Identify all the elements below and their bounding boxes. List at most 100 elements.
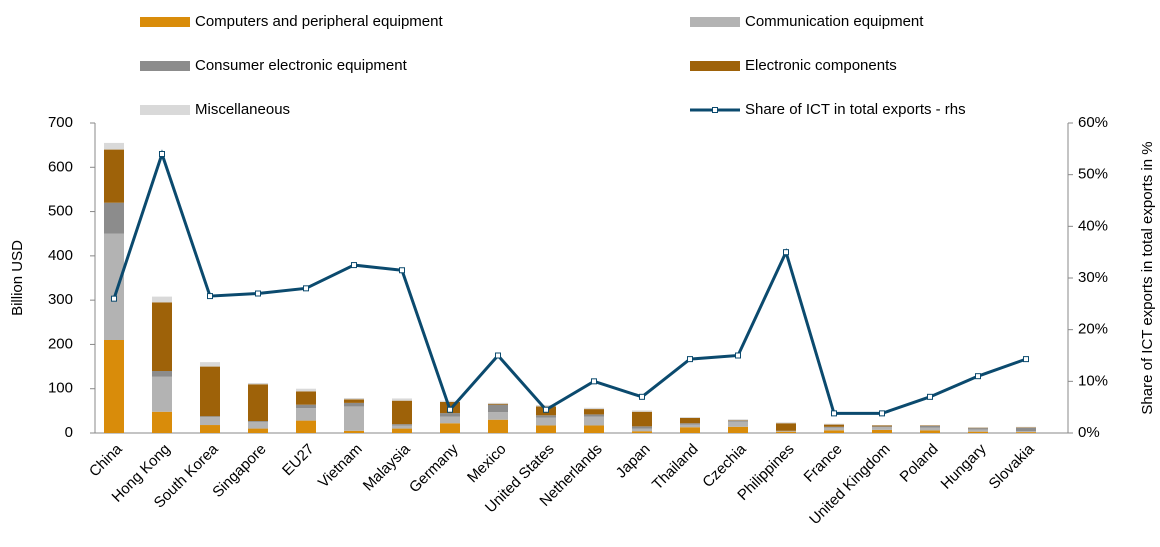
- bar-segment: [632, 428, 652, 432]
- bar-segment: [440, 400, 460, 402]
- line-marker: [303, 285, 309, 292]
- line-marker: [351, 262, 357, 269]
- bar-segment: [632, 411, 652, 427]
- bar-segment: [152, 296, 172, 303]
- bar-segment: [488, 402, 508, 404]
- y2-tick-label: 10%: [1078, 372, 1108, 389]
- bar-segment: [200, 362, 220, 367]
- legend-swatch: [140, 105, 190, 115]
- bar-segment: [1016, 431, 1036, 433]
- bar-segment: [344, 406, 364, 431]
- bar-segment: [488, 403, 508, 405]
- x-tick-label: Thailand: [649, 441, 702, 494]
- line-marker: [495, 352, 501, 359]
- bar-segment: [104, 233, 124, 340]
- bar-segment: [584, 425, 604, 433]
- y-tick-label: 700: [48, 114, 73, 131]
- bar-segment: [392, 425, 412, 429]
- bar-segment: [584, 409, 604, 415]
- y-tick-label: 300: [48, 291, 73, 308]
- y-tick-label: 100: [48, 380, 73, 397]
- legend-swatch: [140, 17, 190, 27]
- line-marker: [687, 356, 693, 363]
- bar-segment: [488, 412, 508, 420]
- bar-segment: [488, 404, 508, 413]
- bar-segment: [248, 421, 268, 429]
- bar-segment: [488, 419, 508, 433]
- y2-axis-label: Share of ICT exports in total exports in…: [1139, 141, 1156, 414]
- bar-segment: [344, 430, 364, 433]
- legend-swatch: [690, 17, 740, 27]
- bar-segment: [104, 149, 124, 203]
- line-marker: [1023, 356, 1029, 363]
- y2-tick-label: 30%: [1078, 269, 1108, 286]
- bar-segment: [104, 202, 124, 234]
- bar-segment: [584, 414, 604, 417]
- y2-tick-label: 50%: [1078, 166, 1108, 183]
- line-marker: [543, 406, 549, 413]
- bar-segment: [872, 427, 892, 430]
- line-marker: [111, 295, 117, 302]
- legend-label: Computers and peripheral equipment: [195, 13, 443, 30]
- bar-segment: [296, 420, 316, 433]
- y2-tick-label: 60%: [1078, 114, 1108, 131]
- bar-segment: [680, 423, 700, 425]
- bar-segment: [872, 426, 892, 428]
- bar-segment: [536, 405, 556, 407]
- line-marker: [207, 293, 213, 300]
- bar-segment: [824, 430, 844, 433]
- bar-segment: [248, 428, 268, 433]
- bar-segment: [872, 425, 892, 427]
- bar-segment: [584, 407, 604, 410]
- bar-segment: [824, 426, 844, 428]
- bar-segment: [1016, 427, 1036, 432]
- bar-segment: [680, 417, 700, 424]
- bar-segment: [968, 429, 988, 432]
- bar-segment: [104, 340, 124, 433]
- x-tick-label: Mexico: [464, 441, 510, 487]
- y2-tick-label: 0%: [1078, 424, 1100, 441]
- legend-label: Electronic components: [745, 57, 897, 74]
- bar-segment: [728, 420, 748, 422]
- bar-segment: [296, 391, 316, 405]
- bar-segment: [104, 142, 124, 150]
- line-marker: [159, 151, 165, 157]
- x-tick-label: Malaysia: [360, 440, 414, 494]
- line-marker: [831, 410, 837, 417]
- bar-segment: [632, 426, 652, 429]
- bar-segment: [440, 423, 460, 433]
- bar-segment: [776, 431, 796, 433]
- x-tick-label: France: [801, 441, 846, 486]
- line-marker: [255, 290, 261, 297]
- bar-segment: [200, 417, 220, 426]
- bar-segment: [440, 416, 460, 424]
- legend-label: Miscellaneous: [195, 101, 290, 118]
- x-tick-label: China: [86, 440, 126, 480]
- bar-segment: [728, 421, 748, 427]
- line-marker: [447, 406, 453, 413]
- bar-segment: [920, 430, 940, 433]
- legend-label: Communication equipment: [745, 13, 924, 30]
- x-tick-label: Vietnam: [315, 441, 366, 492]
- bar-segment: [392, 428, 412, 433]
- bar-segment: [536, 425, 556, 433]
- legend-swatch: [690, 61, 740, 71]
- bar-segment: [344, 402, 364, 407]
- line-marker: [735, 352, 741, 359]
- bar-segment: [152, 411, 172, 433]
- y-axis-label: Billion USD: [9, 240, 26, 316]
- bar-segment: [728, 419, 748, 421]
- bar-segment: [152, 302, 172, 371]
- line-marker: [639, 393, 645, 400]
- bar-segment: [296, 408, 316, 421]
- bar-segment: [824, 424, 844, 427]
- bar-segment: [824, 427, 844, 431]
- bar-segment: [728, 426, 748, 433]
- legend-marker: [712, 107, 718, 113]
- bar-segment: [344, 398, 364, 400]
- bar-segment: [440, 413, 460, 417]
- bar-segment: [824, 423, 844, 425]
- y-tick-label: 200: [48, 335, 73, 352]
- line-marker: [783, 249, 789, 256]
- bar-segment: [248, 382, 268, 385]
